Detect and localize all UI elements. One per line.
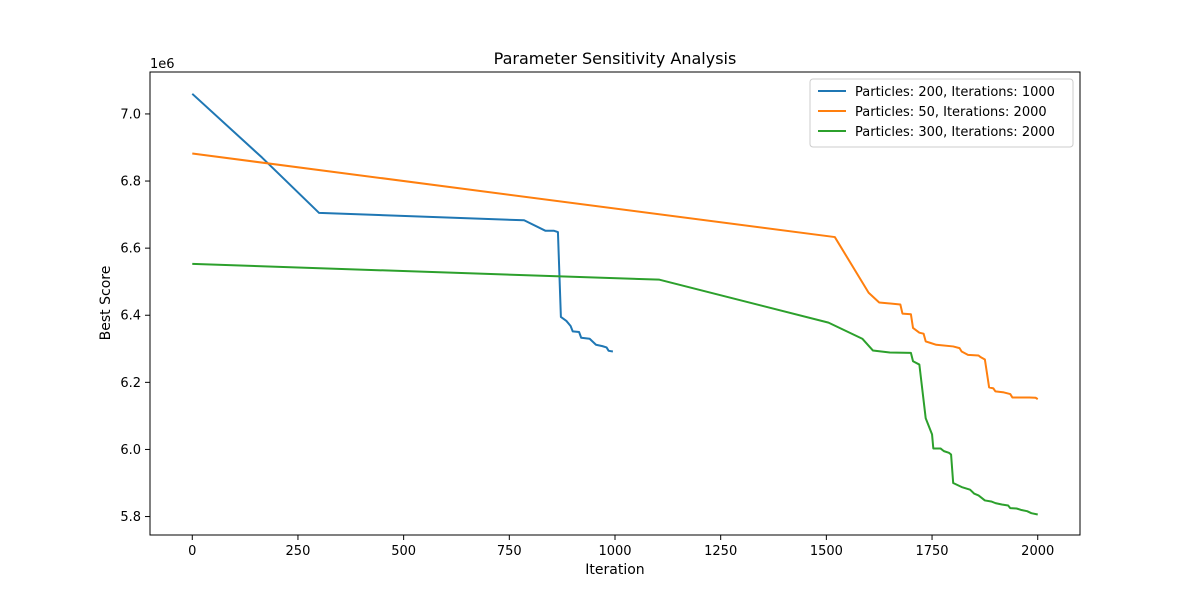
x-tick-label: 1750 <box>915 544 948 559</box>
y-tick-label: 7.0 <box>120 107 141 122</box>
x-tick-label: 1000 <box>598 544 631 559</box>
legend-label-series-2: Particles: 300, Iterations: 2000 <box>855 125 1055 140</box>
series-line-1 <box>192 152 1039 400</box>
x-axis-ticks: 0 250 500 750 1000 1250 1500 1750 2000 <box>188 535 1054 559</box>
y-tick-label: 6.4 <box>120 309 141 324</box>
x-tick-label: 1500 <box>810 544 843 559</box>
x-tick-label: 750 <box>497 544 522 559</box>
y-tick-label: 6.6 <box>120 242 141 257</box>
y-axis-ticks: 5.8 6.0 6.2 6.4 6.6 6.8 7.0 <box>120 107 150 525</box>
y-offset-label: 1e6 <box>150 57 175 72</box>
series-line-2 <box>192 262 1038 516</box>
y-tick-label: 6.8 <box>120 175 141 190</box>
legend-box <box>809 78 1074 148</box>
chart-title: Parameter Sensitivity Analysis <box>494 49 737 68</box>
y-tick-label: 6.2 <box>120 376 141 391</box>
legend: Particles: 200, Iterations: 1000 Particl… <box>809 78 1074 148</box>
x-tick-label: 2000 <box>1021 544 1054 559</box>
series-lines <box>191 93 1039 516</box>
y-tick-label: 5.8 <box>120 510 141 525</box>
x-axis-label: Iteration <box>585 562 644 578</box>
x-tick-label: 0 <box>188 544 196 559</box>
series-line-0 <box>191 93 614 353</box>
legend-label-series-0: Particles: 200, Iterations: 1000 <box>855 85 1055 100</box>
y-tick-label: 6.0 <box>120 443 141 458</box>
x-tick-label: 500 <box>391 544 416 559</box>
y-axis-label: Best Score <box>98 266 114 341</box>
x-tick-label: 250 <box>286 544 311 559</box>
legend-label-series-1: Particles: 50, Iterations: 2000 <box>855 105 1047 120</box>
x-tick-label: 1250 <box>704 544 737 559</box>
